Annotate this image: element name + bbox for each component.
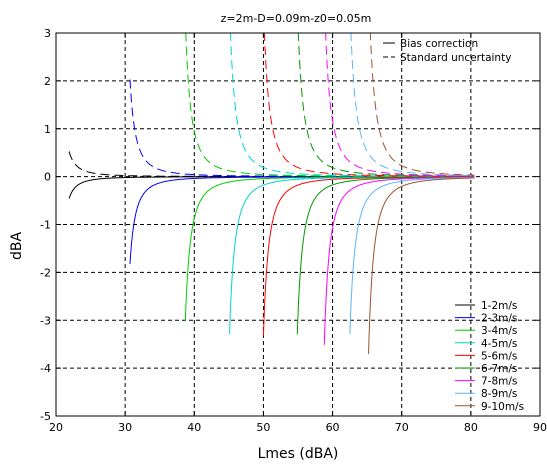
x-tick-label: 80 — [464, 421, 478, 434]
style-legend: Bias correction Standard uncertainty — [383, 38, 511, 64]
x-tick-label: 40 — [187, 421, 201, 434]
grid — [56, 33, 540, 416]
y-tick-label: -3 — [40, 314, 51, 327]
style-legend-label: Bias correction — [400, 38, 478, 50]
series-legend-label: 8-9m/s — [481, 388, 517, 400]
y-tick-label: -1 — [40, 219, 51, 232]
bias-line-5-6m/s — [262, 176, 475, 337]
style-legend-label: Standard uncertainty — [400, 52, 511, 64]
x-tick-label: 20 — [49, 421, 63, 434]
series-legend-label: 5-6m/s — [481, 350, 517, 362]
series-legend-label: 6-7m/s — [481, 363, 517, 375]
x-tick-label: 50 — [256, 421, 270, 434]
bias-line-7-8m/s — [323, 176, 475, 345]
uncertainty-line-3-4m/s — [185, 32, 475, 177]
series-legend: 1-2m/s2-3m/s3-4m/s4-5m/s5-6m/s6-7m/s7-8m… — [455, 300, 524, 413]
uncertainty-line-8-9m/s — [349, 32, 475, 176]
y-axis-label: dBA — [9, 232, 25, 260]
series-legend-label: 3-4m/s — [481, 325, 517, 337]
tick-marks — [55, 32, 541, 417]
series-legend-label: 7-8m/s — [481, 376, 517, 388]
y-tick-label: -5 — [40, 410, 51, 423]
uncertainty-line-6-7m/s — [297, 32, 475, 177]
uncertainty-line-5-6m/s — [263, 32, 475, 177]
series-legend-label: 4-5m/s — [481, 338, 517, 350]
series-legend-label: 1-2m/s — [481, 300, 517, 312]
x-axis-label: Lmes (dBA) — [258, 446, 339, 462]
uncertainty-line-7-8m/s — [324, 32, 475, 177]
bias-line-9-10m/s — [368, 177, 475, 354]
uncertainty-line-9-10m/s — [368, 32, 475, 176]
bias-line-8-9m/s — [349, 177, 475, 335]
y-tick-label: 1 — [44, 123, 51, 136]
uncertainty-line-4-5m/s — [229, 32, 475, 177]
series-legend-label: 9-10m/s — [481, 401, 524, 413]
y-tick-label: 3 — [44, 27, 51, 40]
y-tick-label: 0 — [44, 171, 51, 184]
chart-title: z=2m-D=0.09m-z0=0.05m — [221, 12, 372, 25]
bias-line-6-7m/s — [296, 176, 475, 335]
bias-line-4-5m/s — [229, 176, 475, 335]
x-tick-label: 30 — [118, 421, 132, 434]
x-tick-label: 90 — [533, 421, 547, 434]
series-legend-label: 2-3m/s — [481, 313, 517, 325]
series-lines — [68, 32, 475, 354]
y-tick-label: -2 — [40, 266, 51, 279]
y-tick-label: -4 — [40, 362, 51, 375]
y-tick-label: 2 — [44, 75, 51, 88]
x-tick-label: 60 — [326, 421, 340, 434]
x-tick-label: 70 — [395, 421, 409, 434]
